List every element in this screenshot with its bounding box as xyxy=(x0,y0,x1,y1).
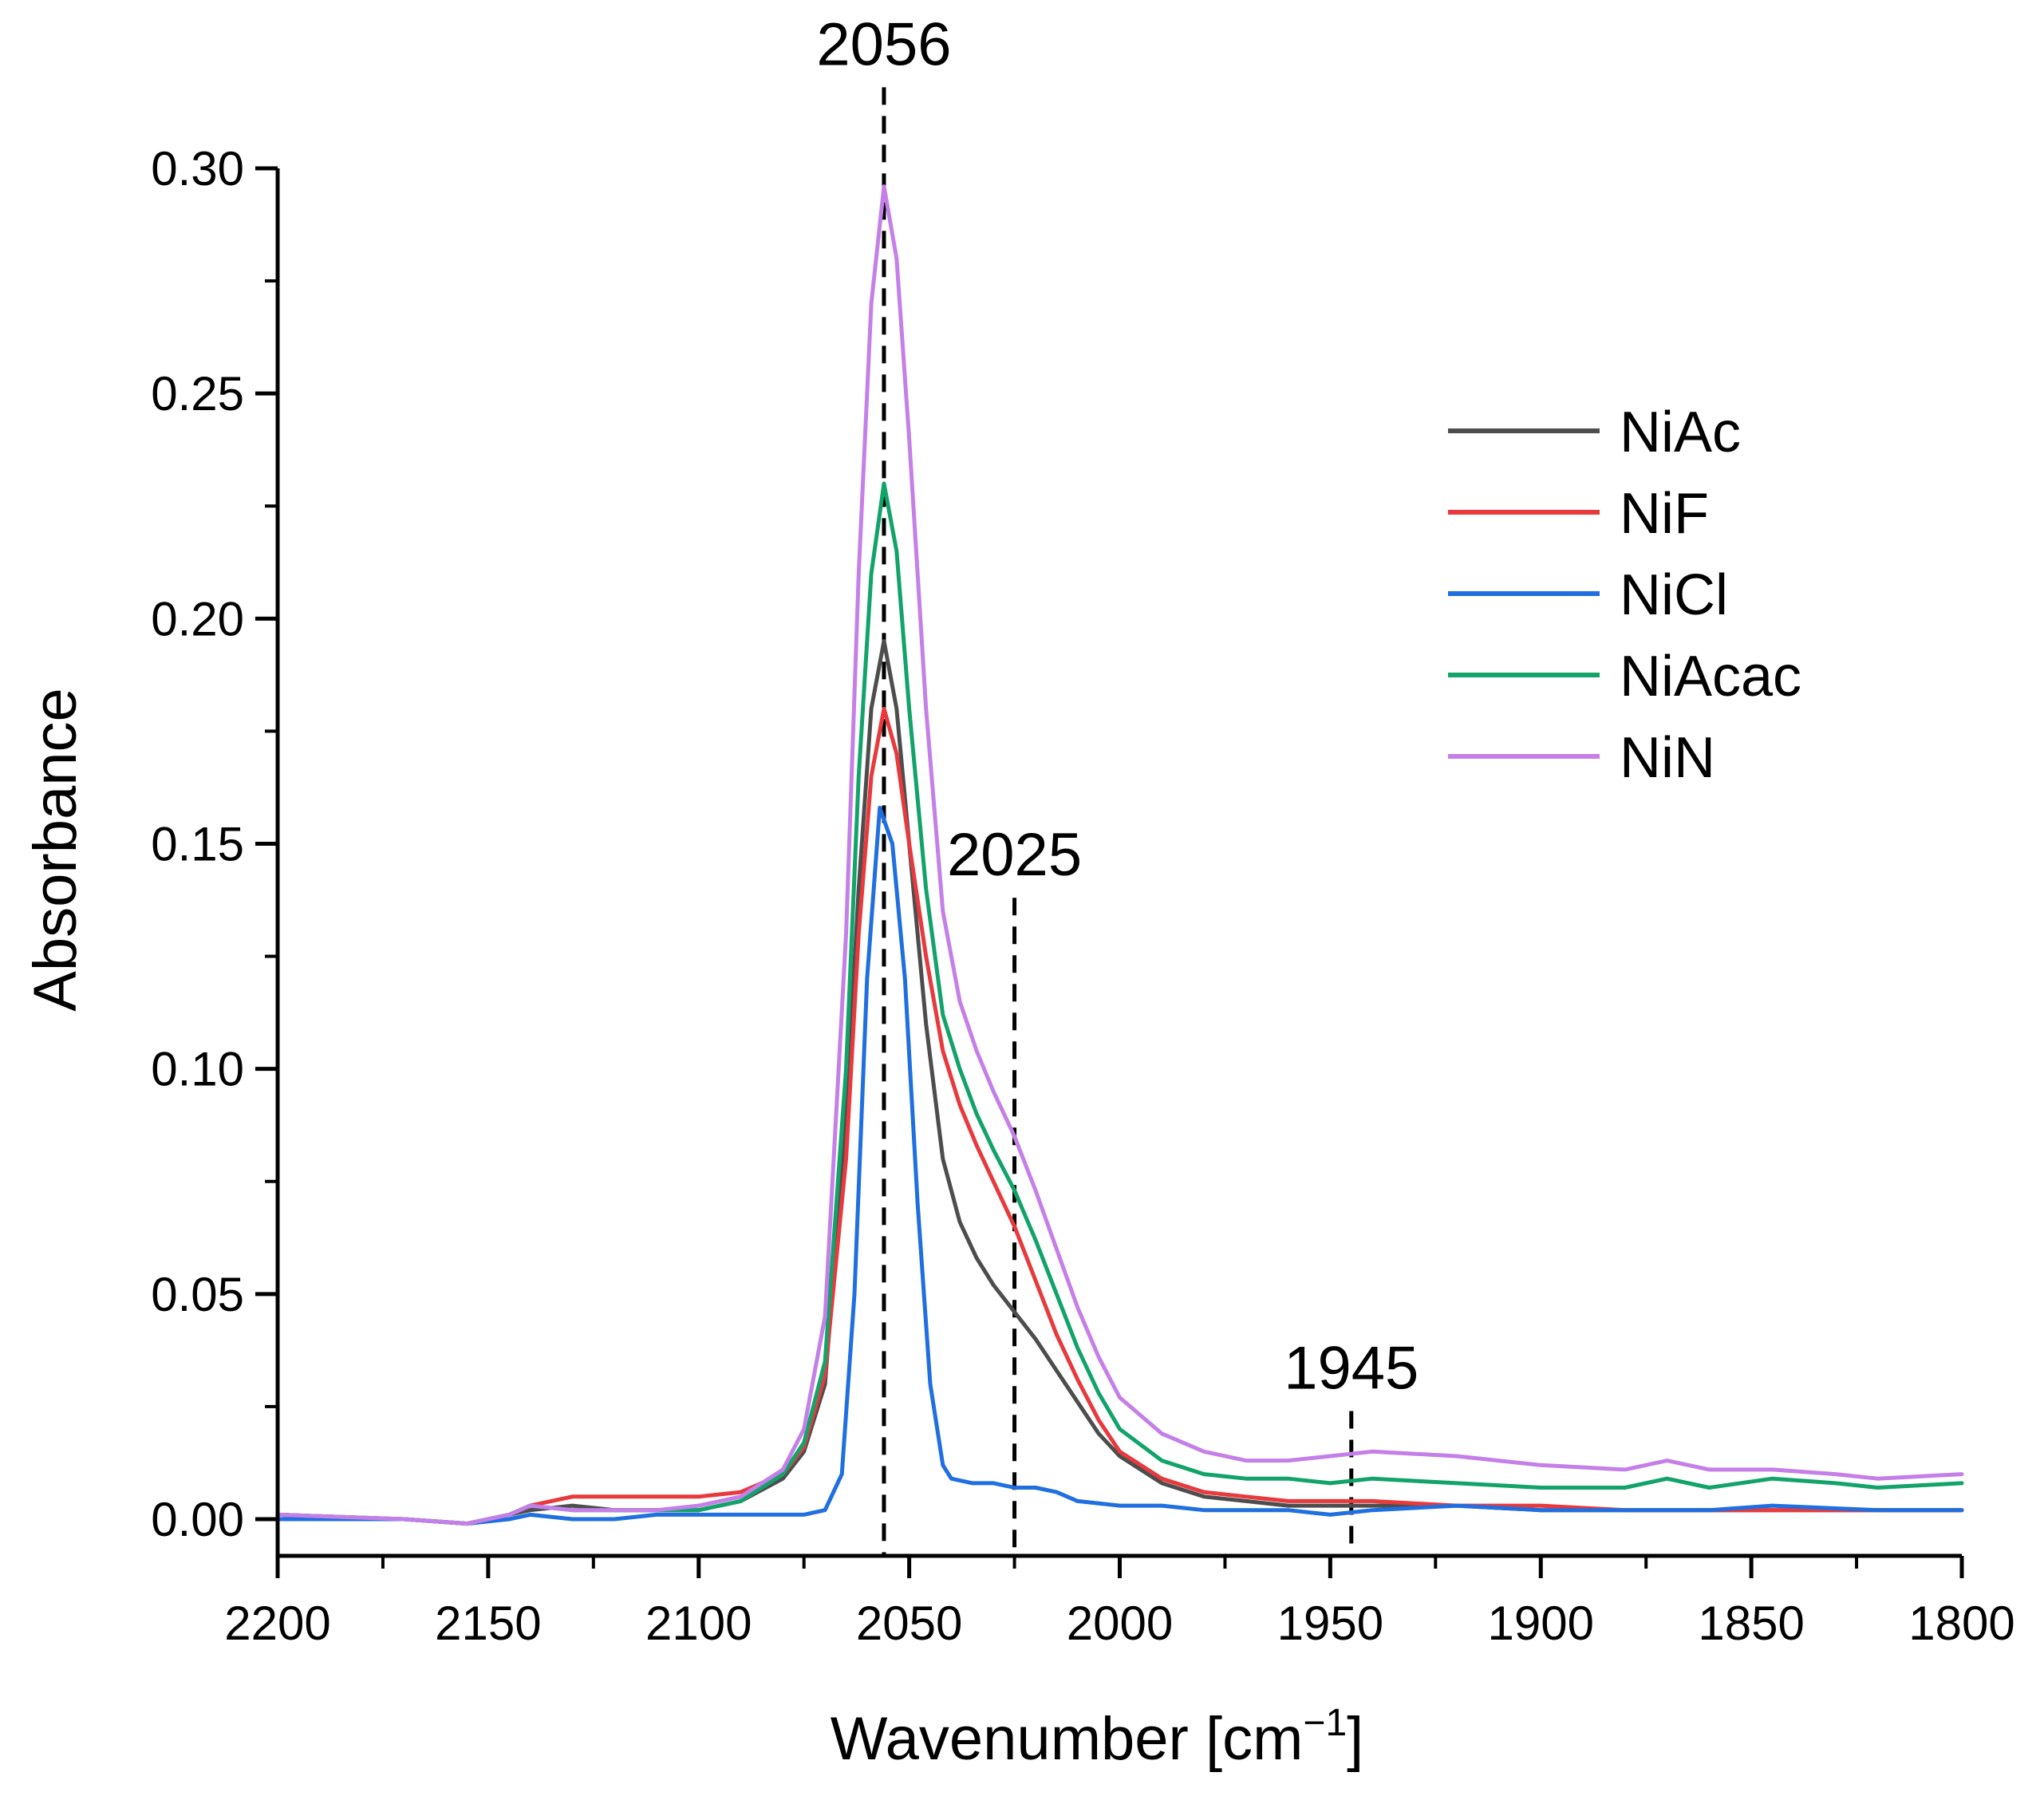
legend-label-NiF: NiF xyxy=(1620,482,1709,546)
x-tick-label: 1850 xyxy=(1698,1597,1804,1650)
y-tick-label: 0.05 xyxy=(151,1268,244,1321)
x-tick-label: 2200 xyxy=(224,1597,330,1650)
x-axis-title-close: ] xyxy=(1347,1705,1363,1773)
y-tick-label: 0.20 xyxy=(151,592,244,645)
y-tick-label: 0.00 xyxy=(151,1493,244,1546)
x-tick-label: 1950 xyxy=(1277,1597,1383,1650)
x-tick-label: 1800 xyxy=(1908,1597,2014,1650)
y-ticks: 0.00 0.05 0.10 0.15 0.20 0.25 0.30 xyxy=(151,142,278,1546)
series-line-NiN xyxy=(275,184,1964,1526)
y-axis-title: Absorbance xyxy=(22,688,89,1012)
annotation-label-2025: 2025 xyxy=(947,821,1082,889)
x-ticks: 2200 2150 2100 2050 2000 1950 1900 1850 1800 xyxy=(224,1556,2015,1650)
legend-label-NiAc: NiAc xyxy=(1620,401,1741,464)
legend-label-NiAcac: NiAcac xyxy=(1620,645,1801,709)
x-axis-title-main: Wavenumber [cm xyxy=(831,1705,1304,1773)
y-tick-label: 0.10 xyxy=(151,1043,244,1096)
legend-label-NiCl: NiCl xyxy=(1620,563,1728,627)
x-tick-label: 2100 xyxy=(645,1597,752,1650)
series-line-NiCl xyxy=(275,805,1964,1526)
axes xyxy=(275,168,1962,1558)
y-tick-label: 0.15 xyxy=(151,818,244,871)
annotation-label-1945: 1945 xyxy=(1284,1335,1419,1403)
x-tick-label: 2150 xyxy=(435,1597,541,1650)
x-tick-label: 2000 xyxy=(1067,1597,1173,1650)
y-tick-label: 0.25 xyxy=(151,367,244,420)
legend-label-NiN: NiN xyxy=(1620,726,1715,790)
series-line-NiAcac xyxy=(275,481,1964,1526)
annotation-label-2056: 2056 xyxy=(816,10,951,78)
x-axis-title-superscript: −1 xyxy=(1303,1702,1347,1744)
x-tick-label: 1900 xyxy=(1488,1597,1594,1650)
y-tick-label: 0.30 xyxy=(151,142,244,195)
series-layer xyxy=(275,184,1964,1526)
annotation-labels: 2056 2025 1945 xyxy=(816,10,1419,1402)
legend: NiAc NiF NiCl NiAcac NiN xyxy=(1448,401,1801,790)
x-axis-title: Wavenumber [cm−1] xyxy=(831,1702,1364,1773)
series-line-NiF xyxy=(275,706,1964,1526)
x-tick-label: 2050 xyxy=(856,1597,962,1650)
